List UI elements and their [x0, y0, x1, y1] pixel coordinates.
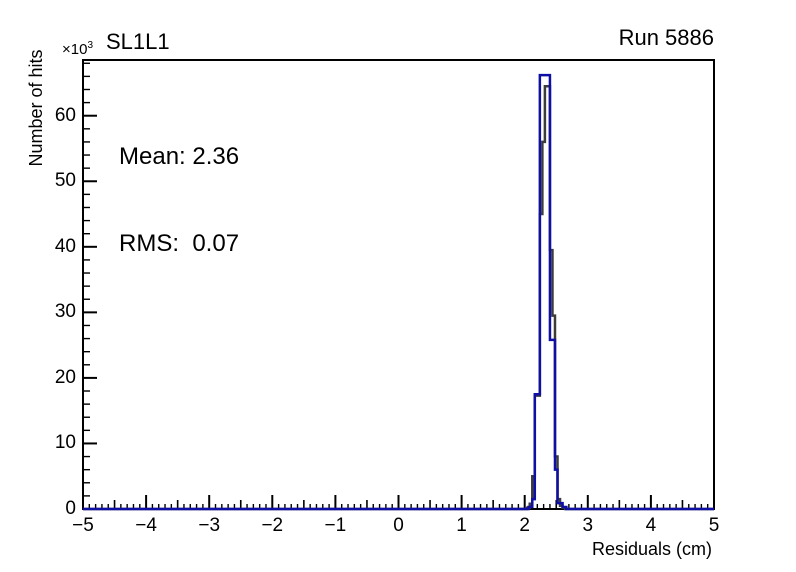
y-axis-multiplier-exponent: 3 — [87, 40, 94, 51]
x-tick-label: −3 — [198, 515, 221, 536]
run-histogram — [83, 73, 714, 511]
y-tick-label: 20 — [54, 366, 76, 388]
y-tick-label: 0 — [65, 498, 76, 519]
x-tick-label: 1 — [456, 515, 467, 536]
x-tick-label: 2 — [519, 515, 530, 536]
y-tick-label: 10 — [54, 432, 76, 454]
stat-rms: RMS: 0.07 — [119, 230, 240, 257]
y-tick-label: 60 — [54, 104, 76, 126]
x-tick-label: 3 — [582, 515, 594, 536]
stats-box: Mean: 2.36 RMS: 0.07 — [119, 84, 239, 316]
x-tick-label: −1 — [324, 515, 347, 536]
x-tick-label: −4 — [135, 515, 157, 536]
x-axis-title: Residuals (cm) — [591, 539, 712, 559]
stat-mean: Mean: 2.36 — [119, 143, 240, 170]
run-number-label: Run 5886 — [618, 25, 714, 50]
x-tick-label: −5 — [72, 515, 94, 536]
y-tick-label: 30 — [54, 301, 76, 323]
x-tick-label: 4 — [645, 515, 657, 536]
y-tick-label: 50 — [54, 170, 76, 192]
x-tick-label: 0 — [393, 515, 404, 536]
y-axis-multiplier-base: ×10 — [62, 41, 88, 58]
y-axis-multiplier: ×103 — [62, 38, 93, 58]
x-tick-label: 5 — [708, 515, 720, 536]
y-tick-label: 40 — [54, 235, 76, 257]
x-tick-label: −2 — [261, 515, 284, 536]
plot-title: SL1L1 — [106, 29, 170, 54]
